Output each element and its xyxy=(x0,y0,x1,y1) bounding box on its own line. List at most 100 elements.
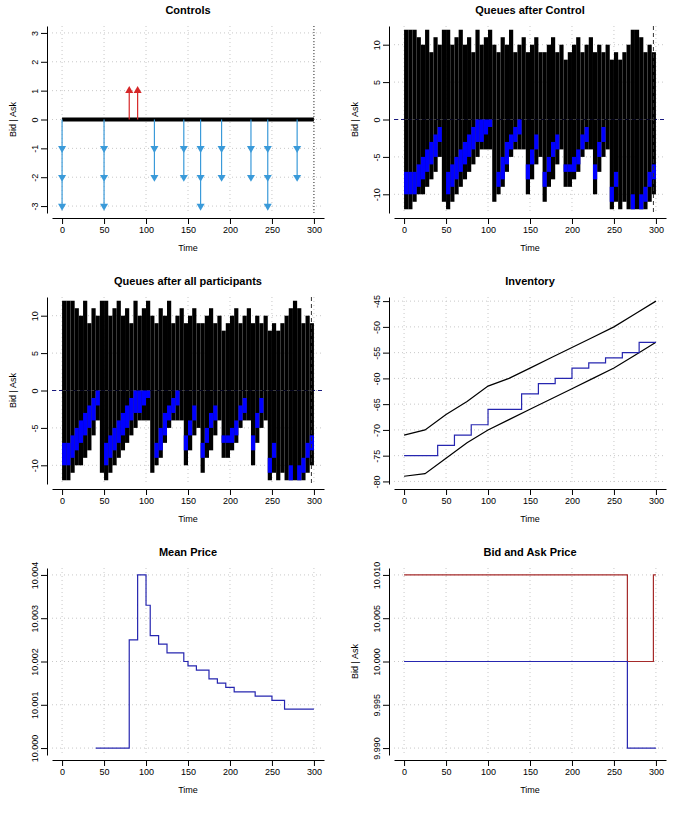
tick-label: 250 xyxy=(265,225,280,235)
bar xyxy=(480,120,484,150)
tick-label: -70 xyxy=(372,424,382,437)
arrow-head xyxy=(197,204,205,211)
bar xyxy=(112,308,116,390)
panel: 05010015020025030010.00010.00110.00210.0… xyxy=(30,546,325,795)
arrow-head xyxy=(100,204,108,211)
arrow-head xyxy=(293,175,301,182)
arrow-head xyxy=(293,146,301,153)
grid-line xyxy=(52,177,324,178)
bar xyxy=(618,60,622,120)
tick-label: 5 xyxy=(372,80,382,85)
tick-label: 150 xyxy=(181,225,196,235)
bar xyxy=(589,37,593,119)
bar xyxy=(201,323,205,390)
y-axis: -3-2-10123 xyxy=(30,27,48,214)
tick: 100 xyxy=(481,489,496,506)
bar xyxy=(559,120,563,150)
bar xyxy=(627,45,631,120)
tick-mark xyxy=(41,316,47,317)
reference-line xyxy=(313,26,314,213)
bar xyxy=(230,391,234,451)
tick-mark xyxy=(383,481,389,482)
bar xyxy=(438,120,442,157)
arrow-head xyxy=(197,175,205,182)
tick-label: -65 xyxy=(372,398,382,411)
bar xyxy=(230,316,234,391)
arrow-head xyxy=(264,146,272,153)
plot-area xyxy=(404,575,656,748)
bar xyxy=(259,323,263,390)
tick: 50 xyxy=(100,218,110,235)
bar xyxy=(108,316,112,391)
panel: 050100150200250300-10-50510Queues after … xyxy=(350,4,667,253)
tick-mark xyxy=(314,760,315,766)
bar xyxy=(643,120,647,210)
bar xyxy=(568,52,572,119)
bar xyxy=(154,391,158,466)
bar xyxy=(289,465,293,480)
title: Mean Price xyxy=(159,546,217,558)
bar xyxy=(301,391,305,481)
tick-mark xyxy=(488,218,489,224)
tick-mark xyxy=(446,489,447,495)
grid-line xyxy=(655,297,656,484)
tick-label: 0 xyxy=(402,225,407,235)
bar xyxy=(306,316,310,391)
axis-line xyxy=(47,298,48,485)
bar xyxy=(125,405,129,427)
tick: 200 xyxy=(223,760,238,777)
bar xyxy=(425,30,429,120)
panel: 0501001502002503009.9909.99510.00010.005… xyxy=(350,546,667,795)
axis-title: Bid | Ask xyxy=(8,373,18,408)
bar xyxy=(404,172,408,194)
tick-mark xyxy=(230,760,231,766)
bar xyxy=(209,308,213,390)
tick-label: 150 xyxy=(523,225,538,235)
bar xyxy=(96,316,100,391)
bar xyxy=(167,301,171,391)
bar xyxy=(306,391,310,473)
bar xyxy=(471,52,475,119)
bar xyxy=(150,391,154,473)
bar xyxy=(480,120,484,142)
bar xyxy=(234,420,238,435)
bar xyxy=(226,391,230,458)
grid-line xyxy=(488,297,489,484)
grid xyxy=(52,568,324,755)
bar xyxy=(175,391,179,421)
panel: 050100150200250300-10-50510Queues after … xyxy=(8,275,325,524)
tick: 10.005 xyxy=(372,605,389,633)
bar xyxy=(530,120,534,180)
bar xyxy=(534,134,538,149)
tick-label: 50 xyxy=(100,225,110,235)
bar xyxy=(509,30,513,120)
bar xyxy=(597,45,601,120)
tick-label: 10.004 xyxy=(30,562,40,590)
tick-mark xyxy=(272,760,273,766)
tick: 150 xyxy=(523,489,538,506)
bar xyxy=(530,149,534,164)
bar xyxy=(501,37,505,119)
bar xyxy=(467,120,471,172)
tick-mark xyxy=(41,177,47,178)
grid-line xyxy=(394,404,666,405)
tick-label: 250 xyxy=(265,496,280,506)
grid-line xyxy=(62,568,63,755)
bar xyxy=(213,391,217,436)
tick-mark xyxy=(446,218,447,224)
bar xyxy=(297,391,301,481)
bar xyxy=(412,30,416,120)
bar xyxy=(471,120,475,165)
tick-label: -5 xyxy=(372,153,382,161)
tick: 300 xyxy=(307,218,322,235)
arrow-head xyxy=(58,175,66,182)
bar xyxy=(580,120,584,157)
bar xyxy=(259,398,263,413)
tick: 150 xyxy=(181,489,196,506)
bar xyxy=(201,391,205,473)
bar xyxy=(417,37,421,119)
tick: 1 xyxy=(30,89,47,94)
bar xyxy=(459,149,463,171)
tick-label: 250 xyxy=(265,767,280,777)
tick-label: 300 xyxy=(649,225,664,235)
